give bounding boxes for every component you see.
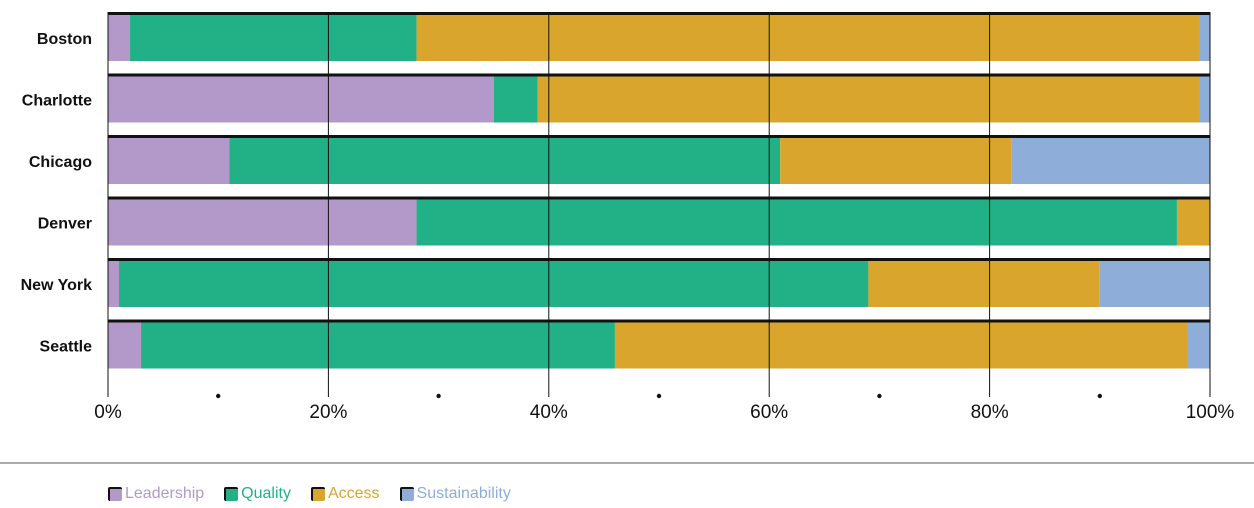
bar-denver-leadership bbox=[108, 199, 417, 246]
bar-boston-sustainability bbox=[1198, 15, 1210, 61]
bar-new-york-access bbox=[868, 261, 1100, 307]
legend-swatch bbox=[310, 487, 325, 501]
x-tick-label: 40% bbox=[530, 402, 568, 423]
legend: Leadership Quality Access Sustainability bbox=[108, 485, 511, 503]
legend-label: Leadership bbox=[125, 485, 205, 502]
bar-edge bbox=[108, 258, 1210, 261]
bar-edge bbox=[108, 319, 1210, 323]
minor-tick-dot bbox=[877, 393, 882, 399]
minor-tick-dot bbox=[216, 393, 221, 399]
category-label: New York bbox=[21, 277, 93, 294]
x-tick-label: 100% bbox=[1186, 402, 1235, 423]
category-label: Seattle bbox=[40, 339, 93, 356]
legend-swatch bbox=[224, 487, 239, 501]
bar-chicago-leadership bbox=[108, 138, 230, 184]
category-label: Boston bbox=[37, 31, 92, 48]
bar-denver-access bbox=[1176, 199, 1210, 246]
bar-new-york-quality bbox=[119, 261, 869, 307]
bar-seattle-quality bbox=[141, 322, 615, 369]
bar-new-york-sustainability bbox=[1099, 261, 1210, 307]
bar-charlotte-sustainability bbox=[1198, 76, 1210, 123]
bar-chicago-sustainability bbox=[1011, 138, 1210, 184]
legend-item-sustainability: Sustainability bbox=[399, 485, 511, 503]
bar-edge bbox=[108, 12, 1210, 15]
minor-tick-dot bbox=[436, 393, 441, 399]
bar-new-york-leadership bbox=[108, 261, 120, 307]
category-label: Denver bbox=[38, 216, 92, 233]
legend-item-leadership: Leadership bbox=[108, 485, 204, 503]
x-tick-label: 20% bbox=[309, 402, 347, 423]
legend-label: Sustainability bbox=[416, 485, 511, 502]
legend-item-quality: Quality bbox=[224, 485, 291, 503]
x-tick-label: 0% bbox=[94, 402, 122, 423]
x-tick-label: 80% bbox=[971, 402, 1009, 423]
bar-boston-quality bbox=[130, 15, 417, 61]
bar-seattle-sustainability bbox=[1187, 322, 1210, 369]
legend-label: Access bbox=[327, 485, 380, 502]
bar-chicago-quality bbox=[229, 138, 781, 184]
minor-tick-dot bbox=[1097, 393, 1103, 399]
bar-seattle-access bbox=[614, 322, 1188, 369]
bar-edge bbox=[108, 135, 1210, 138]
legend-swatch bbox=[399, 487, 414, 501]
bar-charlotte-quality bbox=[493, 76, 538, 123]
bar-boston-access bbox=[416, 15, 1199, 61]
bar-chicago-access bbox=[780, 138, 1012, 184]
bar-charlotte-access bbox=[537, 76, 1199, 123]
bar-seattle-leadership bbox=[108, 322, 142, 369]
bar-boston-leadership bbox=[108, 15, 131, 61]
x-tick-label: 60% bbox=[750, 402, 788, 423]
category-label: Chicago bbox=[29, 154, 92, 171]
legend-item-access: Access bbox=[310, 485, 380, 503]
legend-swatch bbox=[108, 487, 122, 501]
bar-charlotte-leadership bbox=[108, 76, 494, 123]
bar-edge bbox=[108, 196, 1210, 200]
category-label: Charlotte bbox=[22, 93, 92, 110]
minor-tick-dot bbox=[656, 393, 662, 399]
legend-label: Quality bbox=[241, 485, 291, 502]
bar-edge bbox=[108, 73, 1210, 77]
bar-denver-quality bbox=[416, 199, 1177, 246]
